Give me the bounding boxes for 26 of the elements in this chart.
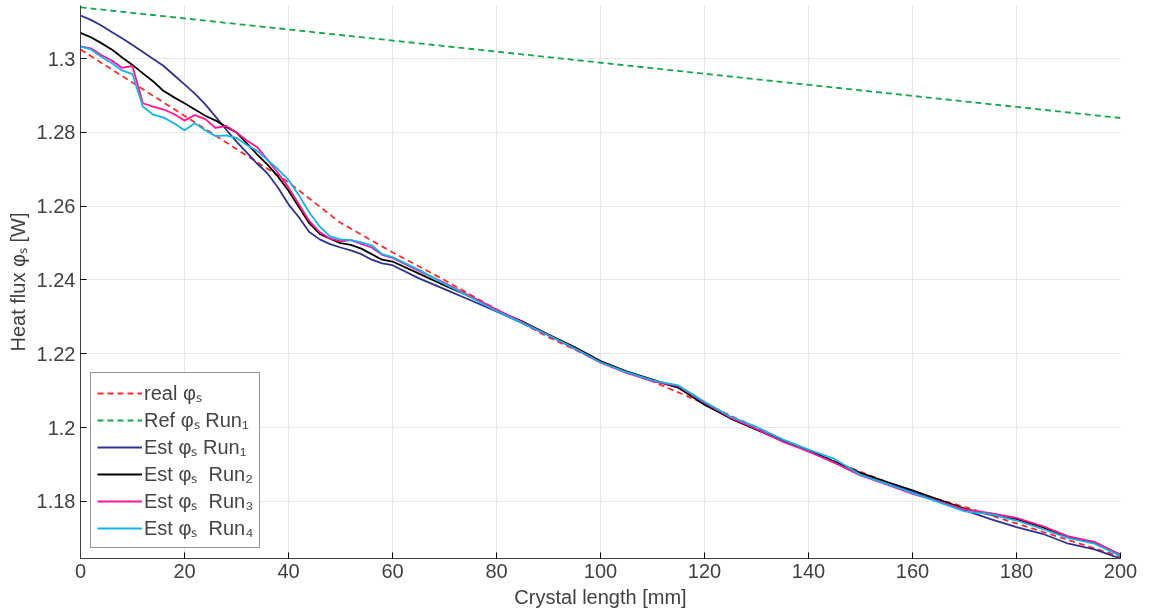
y-tick-label: 1.22 bbox=[36, 342, 76, 365]
x-tick-label: 60 bbox=[381, 559, 404, 582]
x-tick-label: 180 bbox=[999, 559, 1034, 582]
y-axis-title: Heat flux φₛ [W] bbox=[6, 212, 29, 352]
legend-label: Est φₛ Run₄ bbox=[144, 516, 254, 541]
x-tick-label: 40 bbox=[277, 559, 300, 582]
legend-label: Est φₛ Run₁ bbox=[144, 435, 247, 460]
y-tick-label: 1.18 bbox=[36, 490, 76, 513]
x-tick-label: 100 bbox=[583, 559, 618, 582]
y-tick-label: 1.26 bbox=[36, 195, 76, 218]
x-tick-label: 20 bbox=[173, 559, 196, 582]
legend-label: Est φₛ Run₃ bbox=[144, 489, 254, 514]
y-tick-label: 1.2 bbox=[47, 416, 76, 439]
x-tick-label: 200 bbox=[1103, 559, 1138, 582]
y-tick-label: 1.3 bbox=[47, 47, 76, 70]
x-tick-label: 160 bbox=[895, 559, 930, 582]
legend-label: real φₛ bbox=[144, 381, 202, 406]
y-tick-label: 1.28 bbox=[36, 121, 76, 144]
x-axis-title: Crystal length [mm] bbox=[514, 585, 687, 608]
x-tick-label: 80 bbox=[485, 559, 508, 582]
legend-label: Ref φₛ Run₁ bbox=[144, 408, 249, 433]
x-tick-label: 0 bbox=[74, 559, 87, 582]
x-tick-label: 140 bbox=[791, 559, 826, 582]
x-tick-label: 120 bbox=[687, 559, 722, 582]
y-tick-label: 1.24 bbox=[36, 268, 76, 291]
legend-label: Est φₛ Run₂ bbox=[144, 462, 253, 487]
